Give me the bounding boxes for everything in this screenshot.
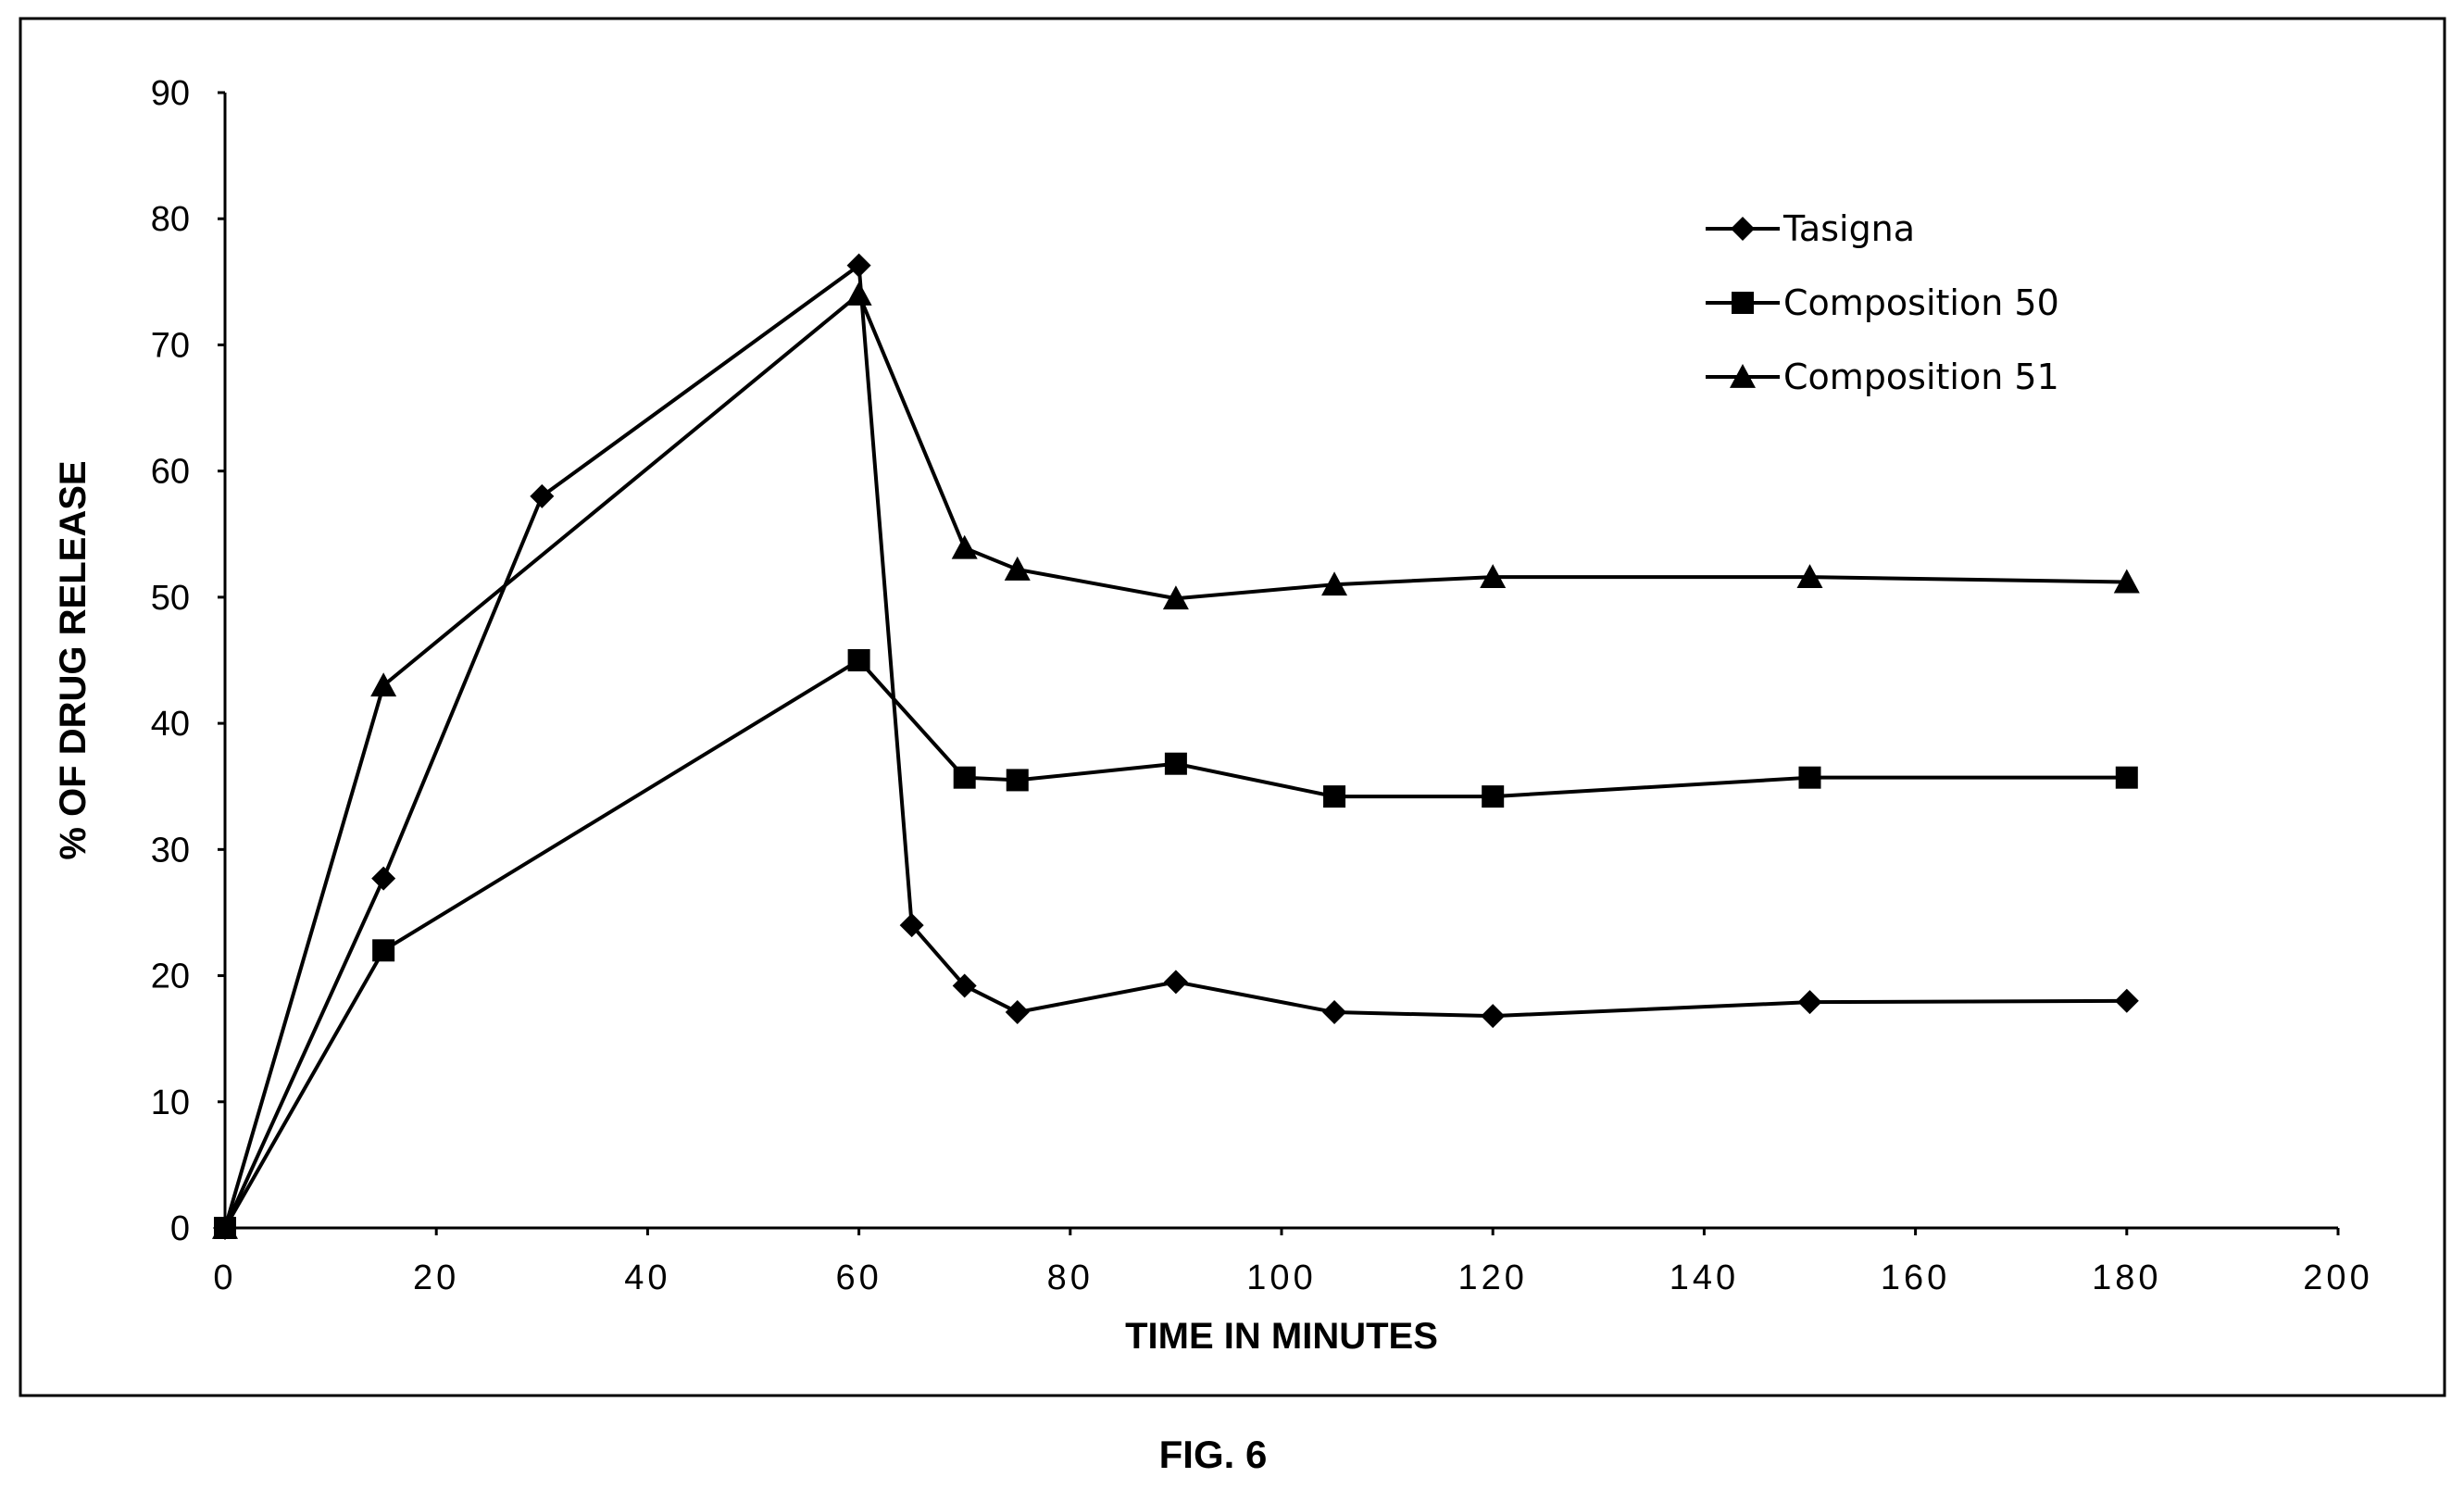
y-tick-label: 0 (170, 1209, 190, 1248)
y-tick-label: 20 (151, 958, 190, 996)
data-point (1322, 1000, 1347, 1025)
x-tick-label: 80 (1047, 1258, 1094, 1297)
legend-label: Composition 51 (1783, 357, 2059, 397)
x-axis-title: TIME IN MINUTES (1125, 1316, 1438, 1357)
data-point (1323, 785, 1346, 808)
data-point (1163, 970, 1188, 995)
y-tick-label: 80 (151, 200, 190, 239)
y-tick-label: 60 (151, 453, 190, 492)
axes (223, 93, 2338, 1230)
chart-frame (19, 17, 2446, 1397)
legend-label: Tasigna (1782, 208, 1915, 249)
legend-marker (1732, 292, 1754, 314)
data-point (2115, 766, 2138, 789)
data-point (1796, 564, 1823, 588)
x-tick-label: 40 (624, 1258, 670, 1297)
y-tick-label: 90 (151, 74, 190, 113)
data-point (2113, 569, 2140, 594)
series-layer (212, 253, 2140, 1240)
figure-label: FIG. 6 (1159, 1433, 1268, 1476)
data-point (372, 939, 395, 962)
legend-entry: Tasigna (1706, 208, 1915, 249)
data-point (1006, 769, 1029, 792)
legend-entry: Composition 51 (1706, 357, 2059, 397)
series-line (223, 658, 2127, 1229)
series-line (223, 263, 2127, 1229)
data-point (845, 281, 872, 306)
data-point (1164, 752, 1187, 775)
data-point (1004, 556, 1031, 581)
legend-marker (1730, 364, 1756, 388)
x-tick-label: 140 (1670, 1258, 1739, 1297)
data-point (952, 973, 977, 998)
data-point (1481, 1004, 1506, 1029)
data-point (212, 1215, 238, 1239)
legend-marker (1731, 217, 1755, 241)
legend: Tasigna Composition 50 Composition 51 (1706, 208, 2059, 397)
data-point (1797, 990, 1822, 1015)
series-line (223, 292, 2127, 1229)
y-tick-label: 30 (151, 831, 190, 870)
data-point (1162, 585, 1189, 610)
data-point (370, 672, 397, 697)
x-tick-label: 160 (1881, 1258, 1950, 1297)
legend-entry: Composition 50 (1706, 282, 2059, 323)
data-point (1482, 785, 1505, 808)
y-tick-label: 40 (151, 705, 190, 744)
x-tick-label: 100 (1246, 1258, 1316, 1297)
series-triangle (212, 281, 2140, 1239)
series-square (214, 649, 2138, 1239)
data-point (953, 766, 976, 789)
x-tick-label: 120 (1457, 1258, 1527, 1297)
legend-label: Composition 50 (1783, 282, 2059, 323)
data-point (2114, 988, 2139, 1013)
data-point (1005, 1000, 1030, 1025)
data-point (846, 253, 871, 278)
y-tick-label: 10 (151, 1083, 190, 1122)
data-point (371, 866, 396, 891)
x-tick-label: 60 (835, 1258, 882, 1297)
y-axis-title: % OF DRUG RELEASE (53, 460, 94, 859)
ticks: 0 10 20 30 40 50 60 70 80 90 0 20 40 60 80 100 120 140 160… (151, 74, 2372, 1297)
series-diamond (213, 253, 2139, 1240)
y-tick-label: 70 (151, 326, 190, 365)
data-point (847, 649, 870, 671)
data-point (530, 483, 555, 508)
data-point (951, 534, 978, 559)
data-point (1321, 571, 1348, 596)
y-tick-label: 50 (151, 579, 190, 618)
data-point (1480, 564, 1507, 588)
x-tick-label: 20 (413, 1258, 459, 1297)
x-tick-label: 200 (2303, 1258, 2372, 1297)
data-point (1798, 766, 1821, 789)
data-point (899, 913, 924, 938)
x-tick-label: 180 (2092, 1258, 2161, 1297)
x-tick-label: 0 (213, 1258, 236, 1297)
